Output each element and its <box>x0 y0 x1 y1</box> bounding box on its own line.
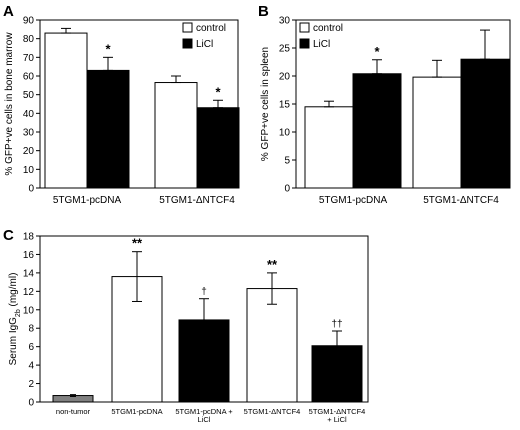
panel-b-y-tick-label: 0 <box>284 184 290 195</box>
panel-c-y-tick-label: 10 <box>23 305 35 316</box>
panel-a-legend-label: LiCl <box>196 39 213 50</box>
panel-a-x-category-label: 5TGM1-pcDNA <box>53 195 122 206</box>
panel-c-y-axis-label-main: Serum IgG <box>8 317 19 366</box>
panel-c-significance-mark: †† <box>331 319 342 330</box>
panel-a-x-category-label: 5TGM1-ΔNTCF4 <box>159 195 235 206</box>
panel-a-chart: 0 10 20 30 40 50 60 70 80 90 % GFP+ve cells in bon… <box>4 16 240 206</box>
panel-c-y-tick-label: 6 <box>28 342 34 353</box>
panel-a-bar-control <box>44 32 88 189</box>
panel-b-x-category-label: 5TGM1-pcDNA <box>319 195 388 206</box>
panel-letter-a: A <box>3 3 14 20</box>
panel-a-bar-control <box>154 82 198 189</box>
panel-b-y-tick-label: 25 <box>279 44 291 55</box>
panel-a-plot-frame <box>39 19 239 189</box>
panel-a-legend-label: control <box>196 23 226 34</box>
panel-a-significance-mark: * <box>215 84 221 99</box>
panel-c-x-category-label: 5TGM1-pcDNA + <box>175 407 233 416</box>
panel-c-significance-mark: ** <box>267 257 278 272</box>
panel-c-y-tick-label: 16 <box>23 250 35 261</box>
panel-c-y-axis-label-subscript: 2b <box>15 309 22 317</box>
panel-c-x-category-label: 5TGM1-pcDNA <box>111 407 162 416</box>
panel-b-bar-control <box>304 106 354 189</box>
panel-c-y-tick-label: 12 <box>23 287 35 298</box>
panel-a-legend-swatch-control <box>182 22 193 33</box>
panel-c-y-axis-label: Serum IgG2b (mg/ml) <box>8 273 22 366</box>
panel-a-y-tick-label: 70 <box>23 53 35 64</box>
panel-b-chart: 0 5 10 15 20 25 30 % GFP+ve cells in spleen 5TGM… <box>260 16 511 206</box>
panel-b-y-tick-label: 5 <box>284 156 290 167</box>
panel-c-x-category-label: 5TGM1-ΔNTCF4 <box>244 407 301 416</box>
panel-letter-b: B <box>258 3 269 20</box>
panel-b-significance-mark: * <box>374 44 380 59</box>
panel-a-y-tick-label: 40 <box>23 109 35 120</box>
panel-b-legend-swatch-licl <box>299 38 310 49</box>
panel-b-legend-label: LiCl <box>313 39 330 50</box>
panel-c-significance-mark: † <box>201 287 207 298</box>
panel-b-legend-swatch-control <box>299 22 310 33</box>
panel-b-x-category-label: 5TGM1-ΔNTCF4 <box>423 195 499 206</box>
panel-c-y-tick-label: 4 <box>28 361 34 372</box>
panel-b-y-tick-label: 10 <box>279 128 291 139</box>
panel-c-y-tick-label: 8 <box>28 324 34 335</box>
panel-b-legend-label: control <box>313 23 343 34</box>
panel-b-y-tick-label: 30 <box>279 16 291 27</box>
panel-c-x-category-label: LiCl <box>198 415 211 424</box>
panel-c-x-category-label: 5TGM1-ΔNTCF4 <box>309 407 366 416</box>
panel-b-bar-licl <box>352 73 402 189</box>
panel-b-y-tick-label: 15 <box>279 100 291 111</box>
panel-a-y-tick-label: 90 <box>23 16 35 27</box>
panel-a-y-tick-label: 20 <box>23 146 35 157</box>
panel-a-y-tick-label: 80 <box>23 34 35 45</box>
panel-c-y-tick-label: 14 <box>23 268 35 279</box>
panel-c-y-tick-label: 2 <box>28 379 34 390</box>
panel-b-y-axis-label: % GFP+ve cells in spleen <box>260 47 271 161</box>
panel-c-x-category-label: non-tumor <box>56 407 91 416</box>
panel-b-y-tick-label: 20 <box>279 72 291 83</box>
panel-a-significance-mark: * <box>105 41 111 56</box>
panel-c-x-category-label: + LiCl <box>327 415 347 424</box>
panel-c-chart: 0 2 4 6 8 10 12 14 16 18 Serum IgG2b (mg/ml) non-tu… <box>8 232 369 424</box>
panel-c-y-axis-label-unit: (mg/ml) <box>8 273 19 310</box>
panel-c-y-tick-label: 18 <box>23 232 35 243</box>
panel-a-legend-swatch-licl <box>182 38 193 49</box>
panel-letter-c: C <box>3 227 14 244</box>
panel-b-bar-control <box>412 76 462 189</box>
panel-c-y-tick-label: 0 <box>28 398 34 409</box>
panel-a-y-tick-label: 10 <box>23 165 35 176</box>
panel-a-bar-licl <box>86 69 130 189</box>
panel-a-bar-licl <box>196 107 240 189</box>
panel-a-y-tick-label: 50 <box>23 90 35 101</box>
panel-c-bar <box>246 288 298 403</box>
panel-b-bar-licl <box>460 58 510 189</box>
panel-c-significance-mark: ** <box>132 236 143 251</box>
panel-a-y-tick-label: 0 <box>28 184 34 195</box>
panel-a-y-tick-label: 30 <box>23 128 35 139</box>
panel-a-y-tick-label: 60 <box>23 72 35 83</box>
panel-a-y-axis-label: % GFP+ve cells in bone marrow <box>4 32 15 176</box>
